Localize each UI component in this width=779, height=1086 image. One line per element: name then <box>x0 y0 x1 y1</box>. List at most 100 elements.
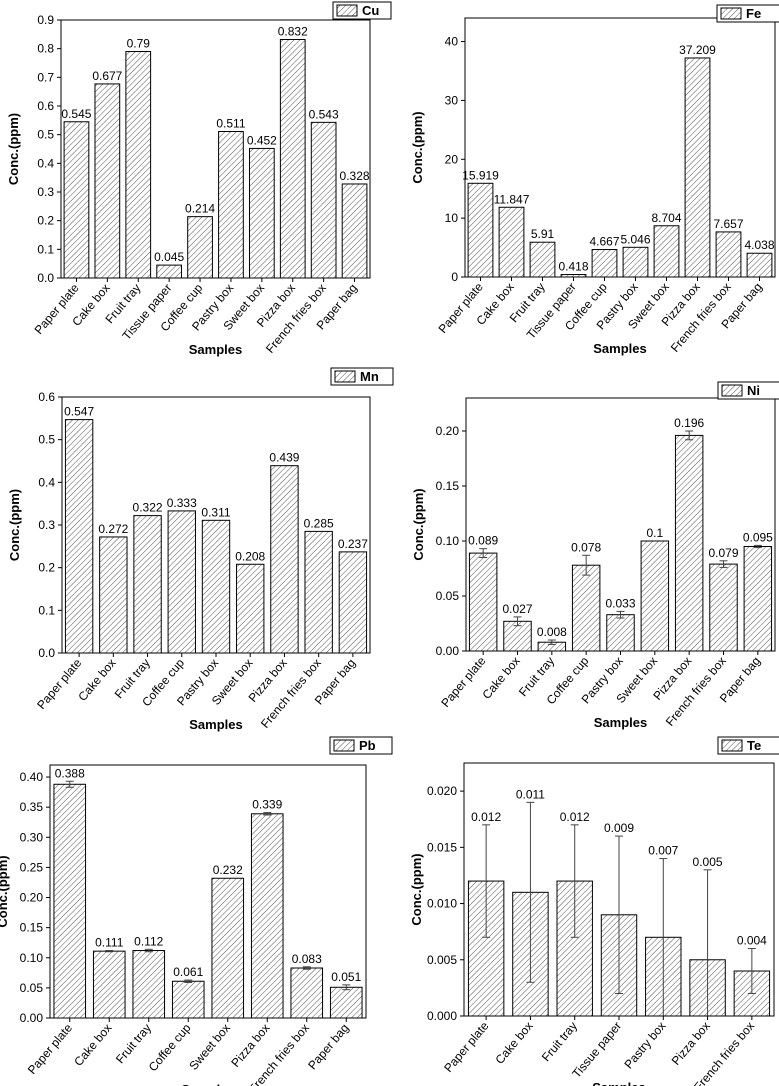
error-bar <box>616 610 625 619</box>
legend-label: Mn <box>360 369 379 384</box>
bar-sweet-box <box>640 540 670 652</box>
value-label: 0.328 <box>340 169 370 183</box>
value-label: 11.847 <box>494 192 530 206</box>
y-tick-label: 0.9 <box>37 13 54 27</box>
legend: Pb <box>329 736 393 755</box>
legend-swatch <box>334 370 356 383</box>
x-axis-title: Samples <box>594 715 647 730</box>
bar-french-fries-box <box>290 967 324 1019</box>
legend-swatch <box>336 4 358 17</box>
value-label: 8.704 <box>651 211 681 225</box>
y-tick-label: 30 <box>445 93 459 107</box>
value-label: 0.511 <box>216 117 245 131</box>
bar-fruit-tray <box>132 950 166 1019</box>
bar-french-fries-box <box>304 530 333 654</box>
y-tick-label: 0.2 <box>38 561 55 575</box>
value-label: 4.038 <box>744 238 774 252</box>
y-tick-label: 0 <box>451 270 458 284</box>
y-tick-label: 0.5 <box>37 128 54 142</box>
y-axis-title: Conc.(ppm) <box>0 855 10 927</box>
value-label: 0.008 <box>537 625 567 639</box>
error-bar <box>513 616 522 627</box>
y-tick-label: 0.10 <box>20 951 44 965</box>
y-tick-label: 0.010 <box>427 897 457 911</box>
y-axis-title: Conc.(ppm) <box>411 488 426 560</box>
y-tick-label: 0.0 <box>38 646 55 660</box>
x-category-label: Fruit tray <box>539 1019 580 1064</box>
value-label: 0.012 <box>560 810 590 824</box>
y-tick-label: 0.3 <box>38 518 55 532</box>
y-tick-label: 0.2 <box>37 214 54 228</box>
error-bar <box>65 780 74 788</box>
bar-pizza-box <box>674 434 704 652</box>
bar-cake-box <box>92 950 126 1019</box>
x-category-label: Fruit tray <box>113 1021 154 1066</box>
bar-coffee-cup <box>591 249 618 278</box>
bar-cake-box <box>498 206 525 278</box>
x-category-label: Paper plate <box>436 280 486 336</box>
value-label: 0.112 <box>134 934 163 948</box>
bar-pizza-box <box>270 465 299 654</box>
bar-coffee-cup <box>571 564 601 652</box>
error-bar <box>342 984 351 991</box>
error-bar <box>302 966 311 970</box>
bar-fruit-tray <box>529 241 556 278</box>
x-category-label: Pastry box <box>621 1019 668 1071</box>
value-label: 0.012 <box>471 810 501 824</box>
value-label: 0.196 <box>674 416 704 430</box>
bar-pastry-box <box>606 614 635 652</box>
bar-sweet-box <box>248 147 275 279</box>
legend-swatch <box>721 739 743 752</box>
y-tick-label: 0.3 <box>37 185 54 199</box>
value-label: 0.832 <box>278 24 308 38</box>
x-axis-title: Samples <box>189 717 242 732</box>
y-tick-label: 10 <box>445 211 459 225</box>
x-category-label: Paper plate <box>25 1021 75 1077</box>
bar-pastry-box <box>201 519 231 654</box>
bar-paper-bag <box>746 252 773 278</box>
value-label: 37.209 <box>679 43 716 57</box>
legend: Cu <box>332 1 392 20</box>
value-label: 0.051 <box>331 970 361 984</box>
legend-swatch <box>720 7 742 20</box>
error-bar <box>479 548 488 558</box>
bar-fruit-tray <box>133 515 162 654</box>
x-category-label: Cake box <box>71 1021 114 1069</box>
y-tick-label: 0.020 <box>427 784 457 798</box>
value-label: 0.339 <box>252 798 282 812</box>
error-bar <box>570 824 579 938</box>
plot-frame <box>60 19 371 279</box>
x-category-label: Pizza box <box>669 1019 713 1068</box>
chart-panel-pb: 0.388 0.111 0.112 0.061 0.232 0.339 0.083 0.051… <box>0 736 393 1086</box>
value-label: 0.111 <box>95 936 124 950</box>
value-label: 0.078 <box>571 540 601 554</box>
value-label: 0.1 <box>646 526 663 540</box>
bar-paper-plate <box>64 419 94 654</box>
plot-frame <box>464 17 776 278</box>
error-bar <box>263 812 272 816</box>
value-label: 0.79 <box>127 37 151 51</box>
y-tick-label: 0.8 <box>37 42 54 56</box>
bar-french-fries-box <box>715 231 742 278</box>
bar-paper-plate <box>468 552 498 652</box>
y-tick-label: 0.20 <box>20 891 44 905</box>
x-category-label: Sweet box <box>186 1021 233 1073</box>
y-axis-title: Conc.(ppm) <box>7 489 22 561</box>
y-tick-label: 0.05 <box>436 589 460 603</box>
value-label: 0.208 <box>235 549 265 563</box>
legend-label: Te <box>747 738 761 753</box>
legend-label: Fe <box>746 6 761 21</box>
error-bar <box>184 979 193 983</box>
legend-swatch <box>333 739 355 752</box>
x-axis-title: Samples <box>593 341 646 356</box>
x-axis-title: Samples <box>181 1082 234 1086</box>
x-axis-title: Samples <box>592 1080 645 1086</box>
y-tick-label: 0.4 <box>37 156 54 170</box>
y-tick-label: 0.15 <box>436 479 460 493</box>
plot-frame <box>49 764 367 1019</box>
value-label: 0.027 <box>502 602 532 616</box>
error-bar <box>615 835 623 995</box>
legend-label: Ni <box>747 383 760 398</box>
value-label: 7.657 <box>713 217 743 231</box>
